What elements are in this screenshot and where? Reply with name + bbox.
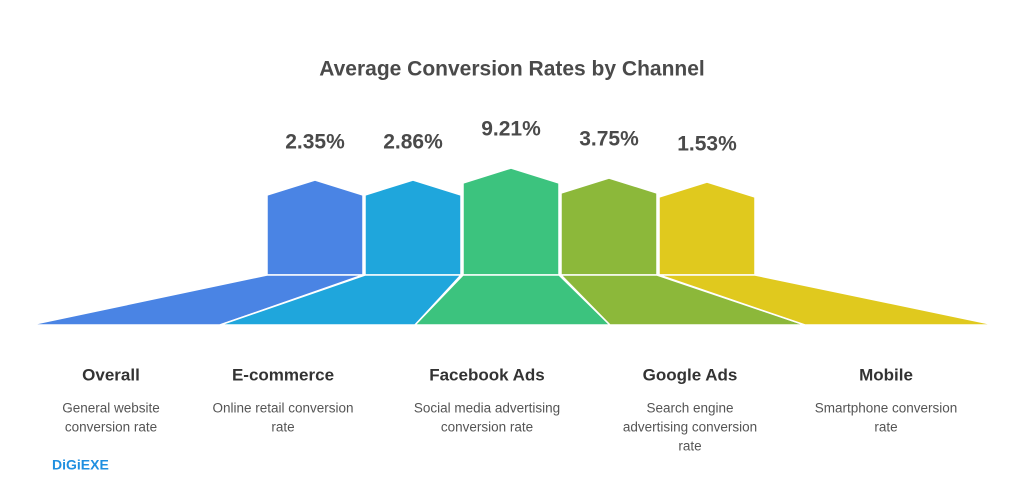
channel-column (658, 181, 756, 276)
channel-description: Smartphone conversion (815, 401, 958, 416)
channel-description: Online retail conversion (212, 401, 353, 416)
channel-column (462, 167, 560, 276)
channel-description: rate (678, 439, 701, 454)
channel-value: 3.75% (579, 128, 639, 151)
brand: DiGiEXE (52, 457, 109, 473)
channel-description: General website (62, 401, 160, 416)
channel-description: advertising conversion (623, 420, 757, 435)
channel-fan (658, 274, 996, 326)
channel-value: 2.35% (285, 131, 345, 154)
channel-label: Overall (82, 365, 140, 384)
channel-description: conversion rate (65, 420, 157, 435)
channel-value: 9.21% (481, 118, 541, 141)
channel-label: Mobile (859, 365, 913, 384)
channel-label: Google Ads (643, 365, 738, 384)
channel-description: rate (271, 420, 294, 435)
channel-column (364, 179, 462, 276)
channel-column (560, 177, 658, 276)
channel-description: Search engine (646, 401, 733, 416)
channel-label: E-commerce (232, 365, 334, 384)
channel-value: 1.53% (677, 133, 737, 156)
title: Average Conversion Rates by Channel (319, 58, 705, 81)
channel-column (266, 179, 364, 276)
channel-label: Facebook Ads (429, 365, 545, 384)
channel-description: conversion rate (441, 420, 533, 435)
channel-value: 2.86% (383, 131, 443, 154)
channel-description: Social media advertising (414, 401, 560, 416)
channel-description: rate (874, 420, 897, 435)
